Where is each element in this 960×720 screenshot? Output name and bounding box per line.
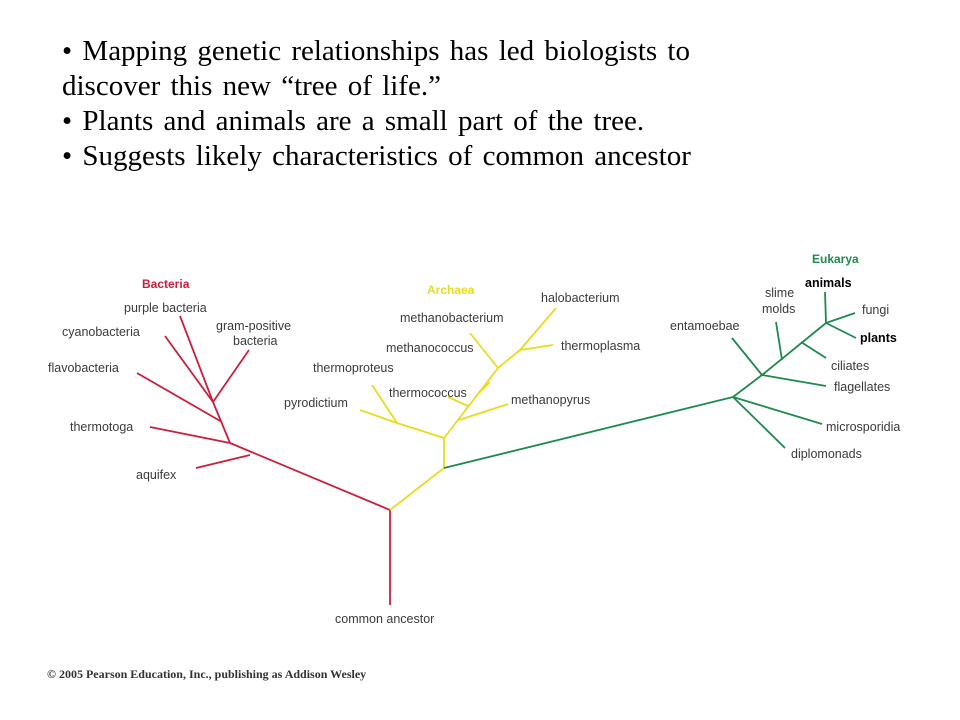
taxon-methanobacterium: methanobacterium: [400, 311, 504, 325]
branch-eukarya-crown: [761, 322, 827, 376]
taxon-methanococcus: methanococcus: [386, 341, 474, 355]
branch-diplomonads: [732, 396, 786, 449]
branch-microsporidia: [732, 396, 823, 425]
branch-thermococcus: [447, 396, 469, 407]
taxon-fungi: fungi: [862, 303, 889, 317]
branch-pyrodictium: [359, 409, 398, 424]
branch-archaea-split-left: [396, 422, 445, 439]
domain-label-archaea: Archaea: [427, 283, 475, 297]
taxon-thermoproteus: thermoproteus: [313, 361, 394, 375]
taxon-aquifex: aquifex: [136, 468, 177, 482]
branch-archaea-upper: [497, 349, 521, 369]
taxon-pyrodictium: pyrodictium: [284, 396, 348, 410]
branch-methanobacterium: [469, 332, 499, 369]
branch-thermoplasma: [519, 344, 554, 351]
branch-fungi: [825, 312, 856, 324]
branch-thermoproteus: [371, 384, 398, 424]
taxon-thermococcus: thermococcus: [389, 386, 467, 400]
bullet-line-4: • Suggests likely characteristics of com…: [62, 140, 691, 172]
taxon-microsporidia: microsporidia: [826, 420, 900, 434]
branch-slime-molds: [775, 321, 783, 361]
branch-methanopyrus: [458, 403, 509, 421]
taxon-cyanobacteria: cyanobacteria: [62, 325, 140, 339]
taxon-slime-molds-line1: slime: [765, 286, 794, 300]
taxon-purple-bacteria: purple bacteria: [124, 301, 207, 315]
domain-label-eukarya: Eukarya: [812, 252, 859, 266]
branch-entamoebae: [731, 337, 763, 376]
bullet-list: • Mapping genetic relationships has led …: [62, 34, 922, 174]
branch-thermotoga: [149, 426, 231, 444]
branch-halobacterium: [519, 307, 557, 351]
taxon-flavobacteria: flavobacteria: [48, 361, 119, 375]
taxon-gram-positive-line1: gram-positive: [216, 319, 291, 333]
branch-flavobacteria: [136, 372, 223, 423]
taxon-gram-positive-line2: bacteria: [233, 334, 278, 348]
taxon-slime-molds-line2: molds: [762, 302, 795, 316]
branch-plants: [825, 322, 857, 339]
taxon-animals: animals: [805, 276, 852, 290]
branch-aquifex: [195, 454, 251, 469]
branch-archaea-trunk: [389, 467, 445, 511]
branch-gram-positive: [212, 349, 250, 403]
branch-ciliates: [800, 341, 827, 359]
bacteria-branches: [136, 315, 391, 605]
taxon-thermoplasma: thermoplasma: [561, 339, 640, 353]
taxon-ciliates: ciliates: [831, 359, 869, 373]
taxon-entamoebae: entamoebae: [670, 319, 740, 333]
branch-archaea-split-right: [443, 367, 499, 439]
branch-eukarya-trunk: [443, 396, 734, 469]
bullet-line-1: • Mapping genetic relationships has led …: [62, 35, 690, 67]
branch-methanococcus: [474, 381, 491, 398]
branch-animals: [824, 291, 827, 324]
taxon-plants: plants: [860, 331, 897, 345]
branch-bacteria-trunk: [229, 442, 391, 511]
taxon-flagellates: flagellates: [834, 380, 890, 394]
taxon-thermotoga: thermotoga: [70, 420, 133, 434]
branch-flagellates: [761, 374, 827, 387]
taxon-methanopyrus: methanopyrus: [511, 393, 590, 407]
branch-purple-bacteria: [179, 315, 214, 403]
eukarya-branches: [443, 291, 857, 469]
taxon-halobacterium: halobacterium: [541, 291, 620, 305]
copyright-notice: © 2005 Pearson Education, Inc., publishi…: [47, 667, 367, 681]
domain-label-bacteria: Bacteria: [142, 277, 190, 291]
bullet-line-3: • Plants and animals are a small part of…: [62, 105, 645, 137]
branch-eukarya-node: [732, 374, 763, 398]
branch-cyanobacteria-stem: [164, 335, 214, 403]
root-label-common-ancestor: common ancestor: [335, 612, 434, 626]
bullet-line-2: discover this new “tree of life.”: [62, 70, 441, 102]
taxon-diplomonads: diplomonads: [791, 447, 862, 461]
archaea-branches: [359, 307, 557, 511]
